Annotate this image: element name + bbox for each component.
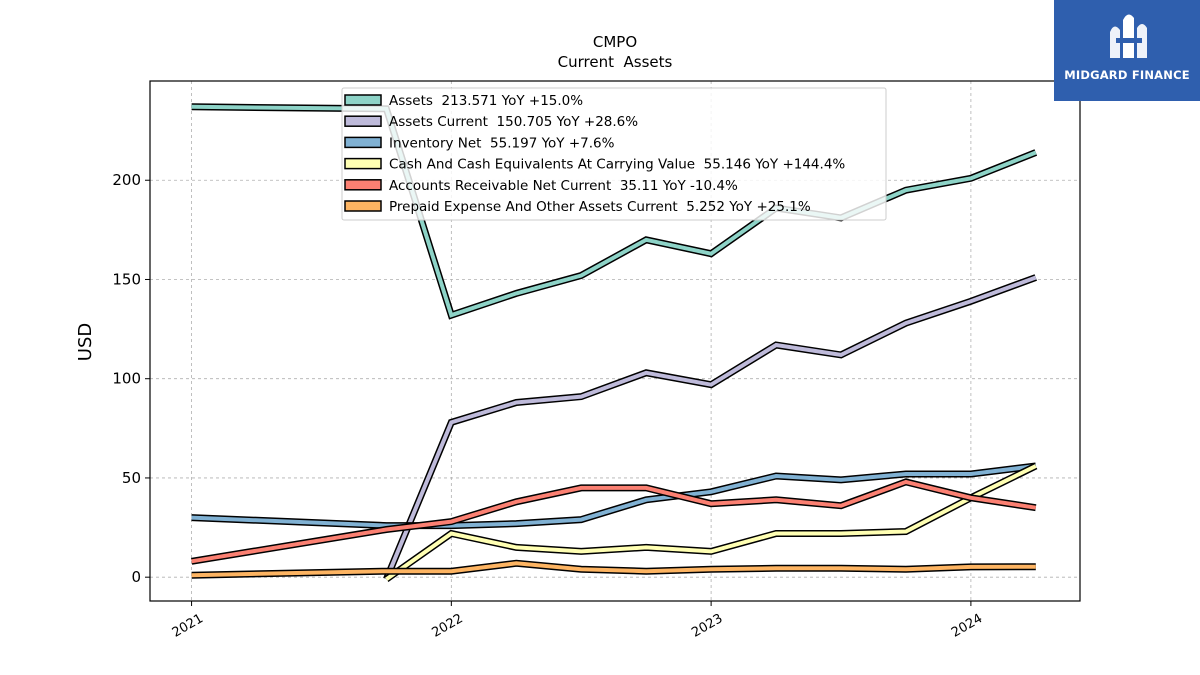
legend-swatch [344, 200, 382, 212]
series-line [384, 275, 1037, 580]
series-line [191, 479, 1037, 564]
legend-swatch [344, 94, 382, 106]
series-prepaid-expense-and-other-assets-current [191, 559, 1036, 579]
series-assets [191, 103, 1038, 320]
y-tick-label: 100 [112, 370, 141, 388]
x-tick-label: 2024 [949, 611, 985, 641]
y-tick-label: 0 [131, 568, 141, 586]
legend: Assets 213.571 YoY +15.0% Assets Current … [341, 87, 887, 221]
plot-area [191, 103, 1038, 583]
series-cash-and-cash-equivalents-at-carrying-value [384, 462, 1038, 583]
y-axis-ticks: 0 50 100 150 200 [112, 171, 150, 586]
legend-label: Assets 213.571 YoY +15.0% [389, 93, 583, 109]
x-tick-label: 2021 [170, 611, 206, 641]
y-tick-label: 200 [112, 171, 141, 189]
legend-label: Accounts Receivable Net Current 35.11 Yo… [389, 178, 738, 194]
series-assets-current [383, 274, 1038, 581]
series-inventory-net [191, 462, 1037, 530]
x-tick-label: 2022 [430, 611, 466, 641]
series-line [191, 104, 1037, 318]
legend-label: Assets Current 150.705 YoY +28.6% [389, 114, 638, 130]
x-axis-ticks: 2021 2022 2023 2024 [170, 601, 985, 641]
midgard-logo-icon [1110, 14, 1147, 59]
legend-label: Inventory Net 55.197 YoY +7.6% [389, 135, 615, 151]
chart-subtitle: Current Assets [558, 53, 673, 71]
x-tick-label: 2023 [689, 611, 725, 641]
brand-name: MIDGARD FINANCE [1064, 68, 1190, 82]
y-tick-label: 150 [112, 270, 141, 288]
series-line [191, 561, 1036, 578]
legend-label: Cash And Cash Equivalents At Carrying Va… [389, 157, 845, 173]
legend-swatch [344, 179, 382, 191]
brand-logo: MIDGARD FINANCE [1054, 0, 1200, 101]
series-line [385, 464, 1037, 581]
legend-swatch [344, 115, 382, 127]
legend-box [341, 87, 887, 221]
legend-label: Prepaid Expense And Other Assets Current… [389, 199, 811, 215]
series-line [191, 464, 1037, 528]
series-accounts-receivable-net-current [191, 478, 1037, 565]
y-tick-label: 50 [122, 469, 141, 487]
legend-swatch [344, 136, 382, 149]
chart-title: CMPO [593, 33, 637, 51]
plot-frame [149, 80, 1081, 602]
y-axis-label: USD [75, 323, 96, 361]
legend-swatch [344, 157, 382, 170]
